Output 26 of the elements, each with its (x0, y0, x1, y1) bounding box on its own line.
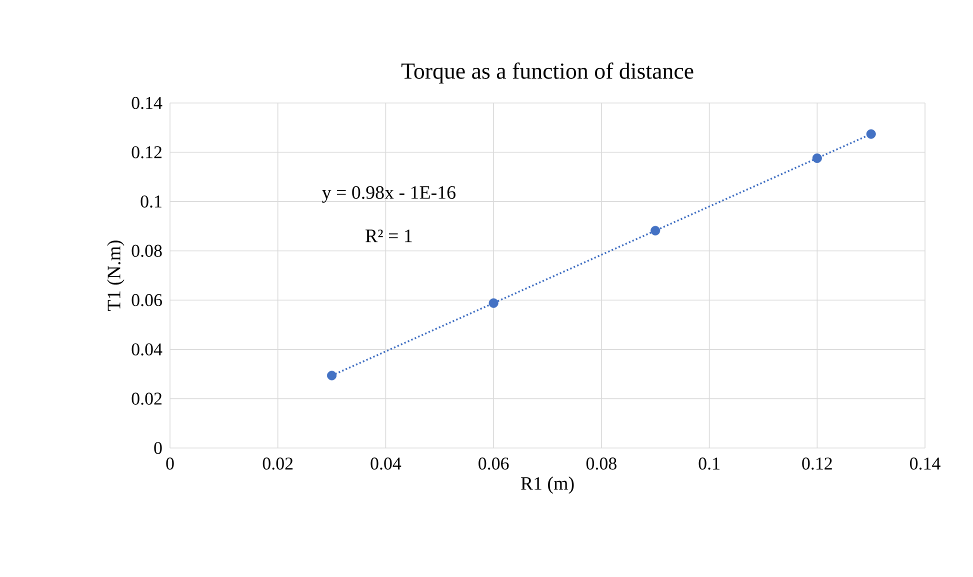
point (327, 370, 337, 380)
chart-title: Torque as a function of distance (401, 62, 694, 84)
x-tick-label: 0.14 (910, 458, 940, 470)
x-tick-label: 0.1 (698, 458, 720, 470)
y-tick-label: 0.1 (140, 195, 162, 208)
point (488, 298, 498, 308)
x-tick-label: 0.02 (262, 458, 293, 470)
x-tick-label: 0.04 (370, 458, 402, 470)
x-tick-label: 0.08 (586, 458, 616, 470)
point (812, 153, 822, 163)
y-axis-title: T1 (N.m) (107, 240, 124, 311)
y-tick-label: 0.08 (132, 244, 162, 257)
y-tick-label: 0.02 (132, 392, 162, 405)
y-tick-label: 0.06 (132, 294, 162, 306)
x-tick-label: 0.06 (478, 458, 509, 470)
annotation: y = 0.98x - 1E-16 (322, 186, 456, 203)
annotation: R² = 1 (366, 230, 412, 242)
x-tick-label: 0.12 (802, 458, 832, 470)
y-tick-label: 0.04 (132, 343, 162, 356)
point (866, 129, 876, 139)
x-tick-label: 0 (166, 458, 174, 470)
y-tick-label: 0.14 (132, 96, 162, 110)
y-tick-label: 0.12 (132, 146, 162, 158)
x-axis-title: R1 (m) (520, 476, 574, 494)
point (650, 226, 660, 236)
y-tick-label: 0 (154, 442, 162, 454)
